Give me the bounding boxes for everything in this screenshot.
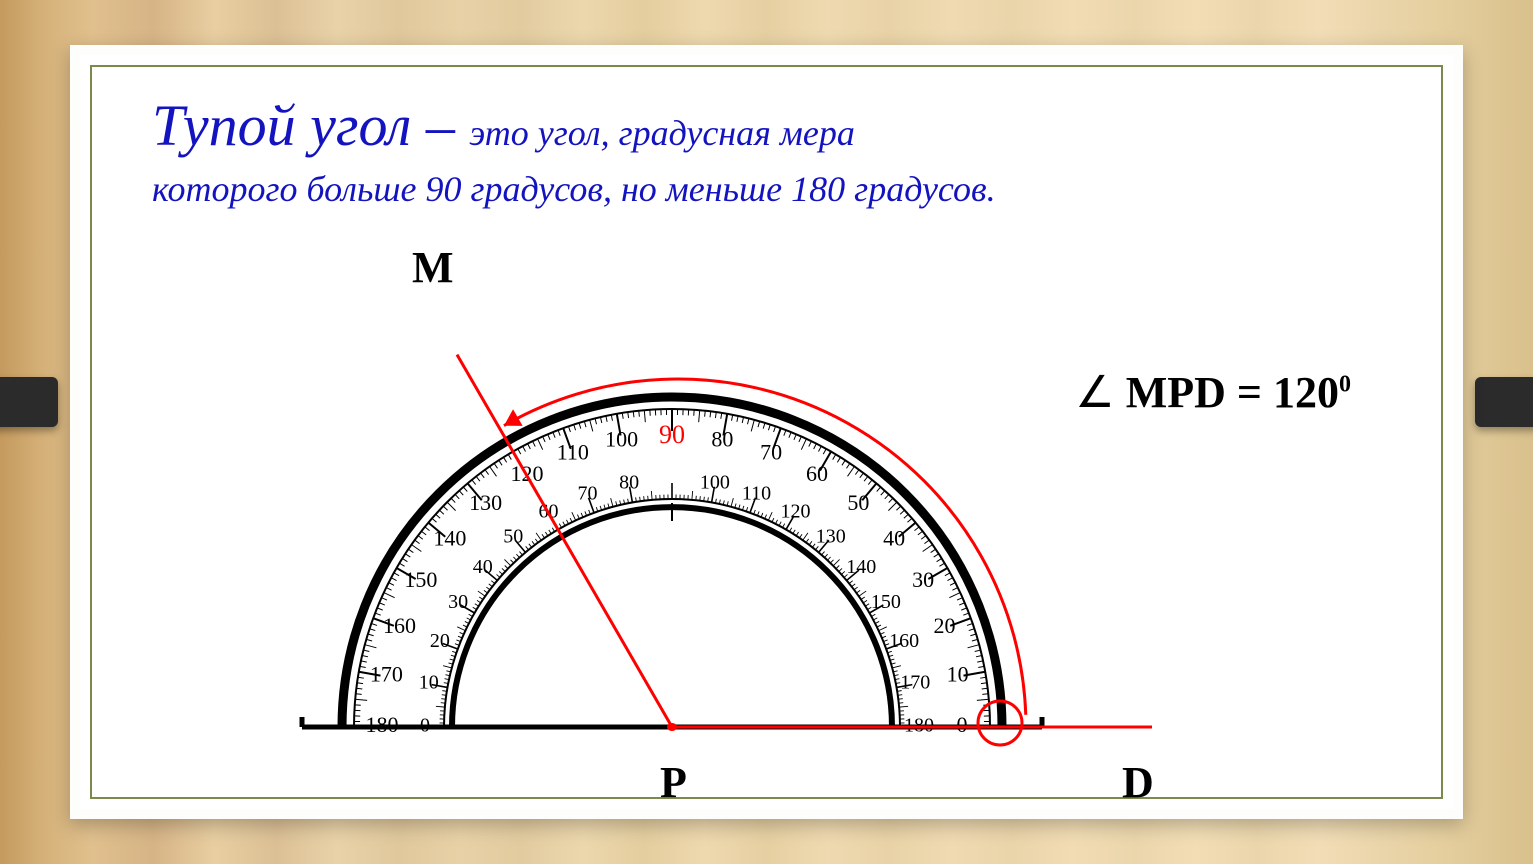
binder-tab-right [1475,377,1533,427]
svg-text:140: 140 [433,526,466,551]
svg-text:130: 130 [469,490,502,515]
svg-text:110: 110 [742,482,771,504]
vertex-p-dot [667,723,677,731]
svg-text:100: 100 [700,471,730,493]
svg-text:110: 110 [557,440,589,465]
svg-text:170: 170 [370,662,403,687]
svg-text:40: 40 [473,556,493,578]
slide-card: Тупой угол – это угол, градусная мера ко… [70,45,1463,819]
svg-text:140: 140 [846,556,876,578]
svg-text:20: 20 [430,630,450,652]
svg-text:120: 120 [781,501,811,523]
protractor-center-label: 90 [659,420,685,449]
svg-text:70: 70 [578,482,598,504]
svg-text:0: 0 [420,715,430,737]
svg-text:40: 40 [883,526,905,551]
svg-text:10: 10 [947,662,969,687]
svg-text:180: 180 [366,712,399,737]
svg-text:170: 170 [900,672,930,694]
svg-text:30: 30 [912,567,934,592]
svg-text:150: 150 [871,591,901,613]
svg-text:100: 100 [605,426,638,451]
protractor-diagram: 0102030405060708010011012013014015016017… [92,67,1461,817]
svg-text:10: 10 [419,672,439,694]
svg-text:20: 20 [934,613,956,638]
svg-text:130: 130 [816,525,846,547]
svg-text:30: 30 [448,591,468,613]
svg-text:80: 80 [619,471,639,493]
wood-background: Тупой угол – это угол, градусная мера ко… [0,0,1533,864]
svg-text:80: 80 [711,426,733,451]
svg-text:50: 50 [847,490,869,515]
svg-text:70: 70 [760,440,782,465]
binder-tab-left [0,377,58,427]
svg-text:150: 150 [404,567,437,592]
slide-inner-border: Тупой угол – это угол, градусная мера ко… [90,65,1443,799]
svg-text:160: 160 [383,613,416,638]
svg-text:60: 60 [806,461,828,486]
svg-text:50: 50 [503,525,523,547]
svg-text:0: 0 [957,712,968,737]
svg-text:160: 160 [889,630,919,652]
